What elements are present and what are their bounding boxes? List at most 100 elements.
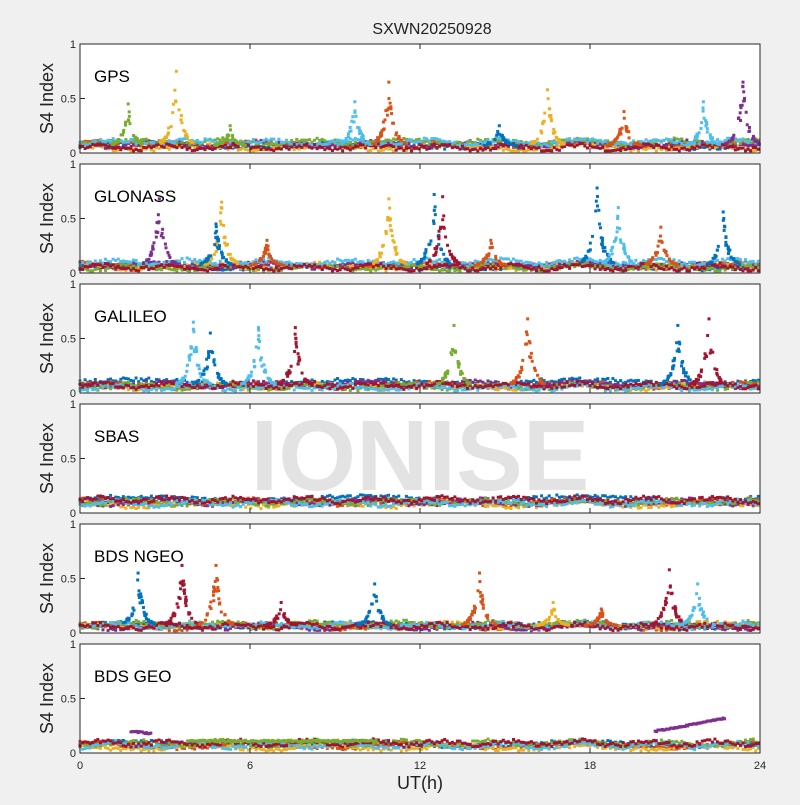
data-point — [400, 146, 403, 149]
data-point — [517, 260, 520, 263]
panel-label: GPS — [94, 67, 130, 86]
data-point — [609, 381, 612, 384]
data-point — [336, 148, 339, 151]
data-point — [252, 138, 255, 141]
data-point — [255, 262, 258, 265]
data-point — [451, 146, 454, 149]
data-point — [696, 266, 699, 269]
data-point — [434, 205, 437, 208]
data-point — [671, 261, 674, 264]
data-point — [502, 149, 505, 152]
data-point — [380, 134, 383, 137]
data-point — [426, 261, 429, 264]
data-point — [81, 261, 84, 264]
data-point — [548, 144, 551, 147]
data-point — [216, 267, 219, 270]
data-point — [489, 258, 492, 261]
data-point — [425, 148, 428, 151]
data-point — [265, 260, 268, 263]
data-point — [469, 143, 472, 146]
data-point — [229, 124, 232, 127]
data-point — [397, 137, 400, 140]
data-point — [387, 143, 390, 146]
data-point — [242, 143, 245, 146]
data-point — [420, 140, 423, 143]
data-point — [709, 260, 712, 263]
y-tick-label: 0.5 — [61, 94, 76, 106]
data-point — [438, 263, 441, 266]
data-point — [382, 120, 385, 123]
data-point — [745, 111, 748, 114]
data-point — [637, 266, 640, 269]
data-point — [145, 265, 148, 268]
data-point — [687, 142, 690, 145]
data-point — [662, 268, 665, 271]
data-point — [645, 266, 648, 269]
data-point — [604, 140, 607, 143]
data-point — [610, 249, 613, 252]
data-point — [94, 260, 97, 263]
data-point — [657, 144, 660, 147]
data-point — [285, 266, 288, 269]
data-point — [326, 143, 329, 146]
data-point — [341, 266, 344, 269]
data-point — [186, 136, 189, 139]
data-point — [619, 238, 622, 241]
data-point — [323, 265, 326, 268]
data-point — [731, 145, 734, 148]
data-point — [178, 108, 181, 111]
data-point — [543, 265, 546, 268]
data-point — [492, 262, 495, 265]
data-point — [683, 262, 686, 265]
data-point — [517, 149, 520, 152]
data-point — [349, 148, 352, 151]
data-point — [168, 148, 171, 151]
data-point — [223, 236, 226, 239]
data-point — [738, 263, 741, 266]
data-point — [490, 246, 493, 249]
data-point — [568, 258, 571, 261]
data-point — [657, 267, 660, 270]
data-point — [611, 252, 614, 255]
data-point — [438, 138, 441, 141]
data-point — [428, 147, 431, 150]
data-point — [430, 143, 433, 146]
data-point — [137, 140, 140, 143]
data-point — [392, 260, 395, 263]
data-point — [362, 138, 365, 141]
data-point — [599, 226, 602, 229]
data-point — [637, 379, 640, 382]
data-point — [645, 148, 648, 151]
data-point — [623, 245, 626, 248]
data-point — [220, 223, 223, 226]
data-point — [648, 259, 651, 262]
data-point — [374, 146, 377, 149]
data-point — [476, 269, 479, 272]
data-point — [708, 267, 711, 270]
data-point — [688, 149, 691, 152]
data-point — [156, 221, 159, 224]
data-point — [201, 141, 204, 144]
data-point — [260, 141, 263, 144]
data-point — [349, 269, 352, 272]
data-point — [166, 133, 169, 136]
data-point — [469, 140, 472, 143]
data-point — [627, 256, 630, 259]
data-point — [149, 254, 152, 257]
data-point — [277, 269, 280, 272]
data-point — [716, 259, 719, 262]
data-point — [367, 259, 370, 262]
y-axis-label: S4 Index — [37, 183, 57, 254]
data-point — [387, 197, 390, 200]
data-point — [624, 252, 627, 255]
data-point — [608, 254, 611, 257]
data-point — [290, 146, 293, 149]
data-point — [355, 115, 358, 118]
data-point — [277, 138, 280, 141]
data-point — [557, 139, 560, 142]
data-point — [543, 269, 546, 272]
data-point — [517, 268, 520, 271]
data-point — [655, 264, 658, 267]
data-point — [580, 261, 583, 264]
data-point — [159, 141, 162, 144]
